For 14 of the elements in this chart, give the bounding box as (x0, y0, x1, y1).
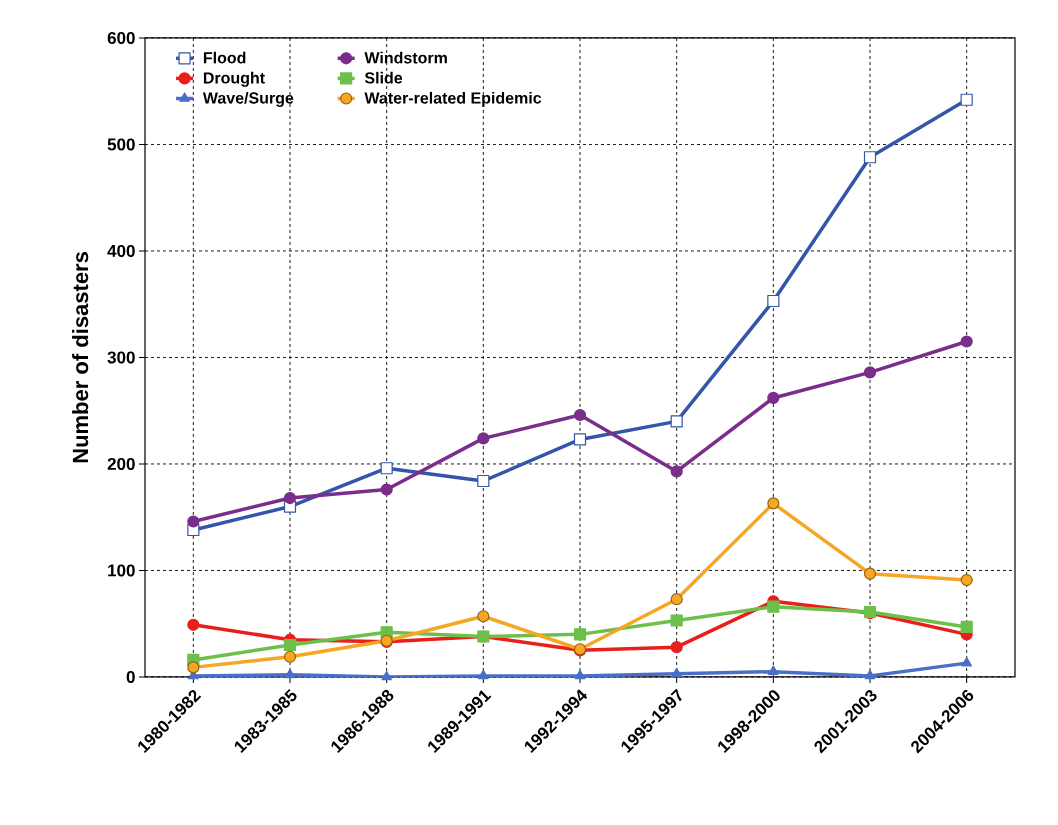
legend-label: Wave/Surge (202, 91, 294, 107)
legend-label: Windstorm (364, 51, 447, 64)
y-tick-label: 500 (107, 138, 135, 151)
y-tick-label: 600 (107, 31, 135, 44)
legend-label: Drought (203, 71, 265, 87)
y-tick-label: 100 (108, 564, 135, 577)
legend-label: Water-related Epidemic (364, 91, 542, 107)
y-axis-title: Number of disasters (72, 252, 89, 463)
legend-label: Flood (203, 51, 246, 64)
y-tick-label: 200 (107, 457, 135, 470)
legend-label: Slide (364, 71, 403, 84)
y-tick-label: 400 (107, 244, 135, 257)
y-tick-label: 300 (107, 351, 135, 364)
y-tick-label: 0 (126, 670, 135, 683)
